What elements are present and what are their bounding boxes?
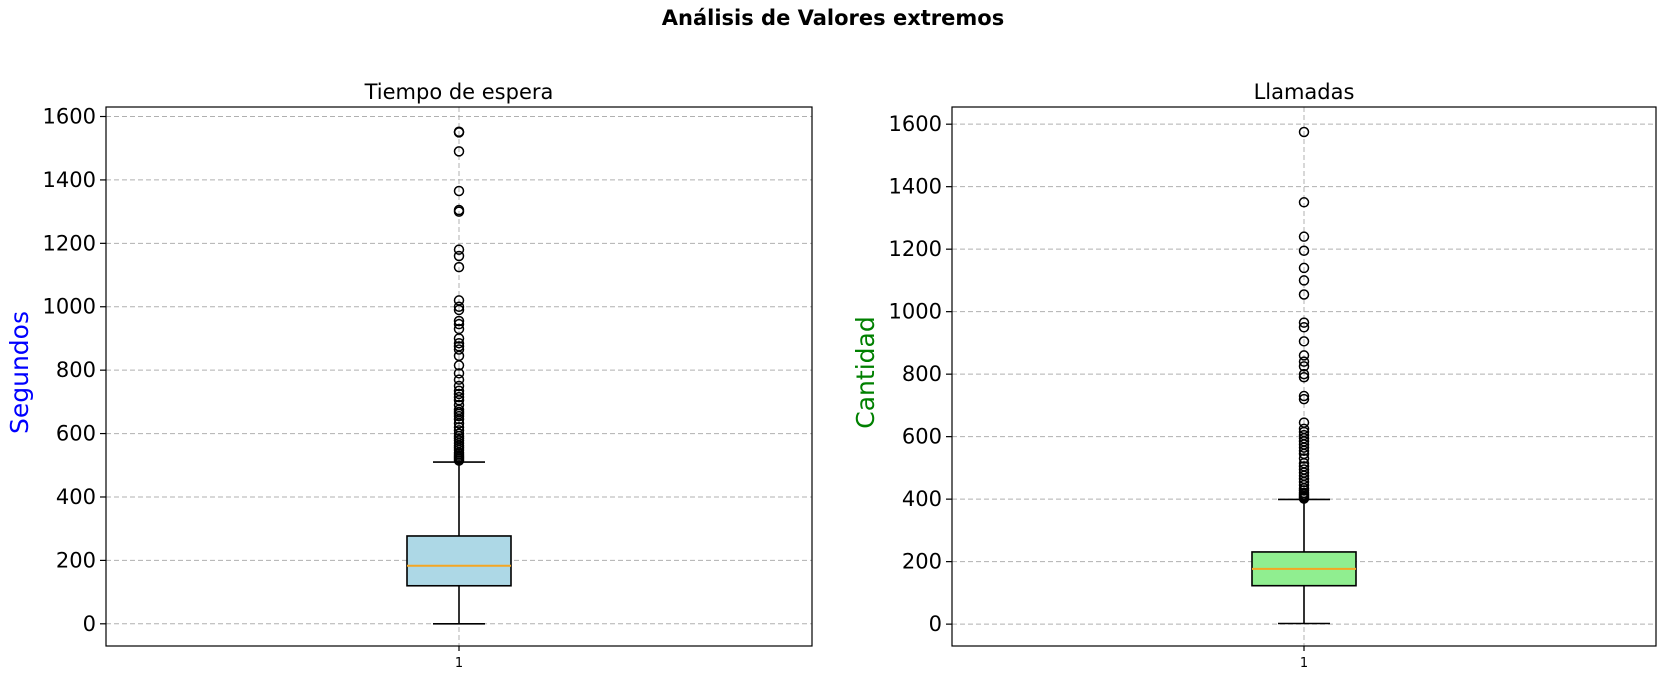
outlier-point	[453, 315, 465, 327]
y-tick-label: 1000	[889, 300, 942, 324]
y-tick-label: 800	[902, 362, 942, 386]
outlier-point	[1298, 453, 1310, 464]
outlier-point	[1298, 390, 1310, 402]
y-tick-label: 400	[902, 487, 942, 511]
outlier-point	[453, 341, 465, 352]
outlier-point	[453, 374, 465, 385]
outlier-point	[453, 185, 465, 197]
outlier-point	[453, 421, 465, 433]
outlier-point	[453, 301, 465, 312]
y-tick-label: 800	[56, 358, 96, 382]
outlier-point	[1298, 393, 1310, 405]
outlier-point	[1298, 372, 1310, 383]
iqr-box	[406, 535, 512, 587]
y-tick-label: 400	[56, 485, 96, 509]
y-tick-label: 1400	[889, 175, 942, 199]
chart-panel-1: 0 200 400 600 800 1000 1200 1400 1600 1 Tiempo de …	[5, 80, 813, 671]
outlier-point	[453, 146, 465, 157]
outlier-point	[453, 250, 465, 262]
outlier-point	[453, 323, 465, 335]
x-tick-label: 1	[455, 656, 463, 671]
y-tick-label: 1600	[889, 112, 942, 136]
outlier-point	[453, 344, 465, 355]
outlier-point	[1298, 464, 1310, 475]
outlier-point	[1298, 429, 1310, 441]
outlier-point	[1298, 275, 1310, 286]
outlier-point	[1298, 423, 1310, 435]
y-tick-label: 1400	[43, 168, 96, 192]
outlier-point	[453, 399, 465, 411]
y-tick-label: 1200	[889, 237, 942, 261]
outlier-point	[1298, 262, 1310, 274]
chart-panel-2: 0 200 400 600 800 1000 1200 1400 1600 1 Llamadas Ca…	[851, 80, 1657, 671]
axes-frame	[951, 106, 1657, 647]
outlier-point	[453, 204, 465, 216]
y-tick-label: 1200	[43, 231, 96, 255]
y-tick-label: 200	[902, 550, 942, 574]
outlier-point	[453, 337, 465, 349]
outlier-point	[453, 261, 465, 273]
y-tick-label: 1600	[43, 105, 96, 129]
outlier-point	[1298, 368, 1310, 380]
outlier-point	[1298, 361, 1310, 372]
outlier-point	[453, 391, 465, 403]
figure-title: Análisis de Valores extremos	[661, 6, 1005, 30]
outlier-point	[453, 244, 465, 255]
outlier-point	[1298, 417, 1310, 428]
outlier-point	[453, 385, 465, 397]
outlier-point	[1298, 350, 1310, 361]
outlier-point	[1298, 231, 1310, 242]
outlier-point	[453, 428, 465, 439]
outlier-point	[1298, 197, 1310, 208]
y-tick-label: 0	[83, 612, 96, 636]
y-tick-label: 600	[56, 422, 96, 446]
chart-title: Tiempo de espera	[364, 80, 554, 104]
outlier-point	[1298, 126, 1310, 138]
y-axis-label: Segundos	[5, 311, 34, 434]
x-tick-label: 1	[1300, 656, 1308, 671]
outlier-point	[1298, 317, 1310, 328]
outlier-point	[453, 295, 465, 306]
y-tick-label: 600	[902, 425, 942, 449]
outlier-point	[1298, 336, 1310, 347]
outlier-point	[1298, 322, 1310, 333]
outlier-point	[453, 368, 465, 379]
y-tick-label: 200	[56, 548, 96, 572]
outlier-point	[453, 380, 465, 392]
outlier-point	[453, 126, 465, 137]
outlier-point	[453, 388, 465, 400]
y-tick-label: 1000	[43, 295, 96, 319]
outlier-point	[1298, 289, 1310, 300]
outlier-point	[453, 318, 465, 330]
chart-title: Llamadas	[1254, 80, 1355, 104]
outlier-point	[1298, 245, 1310, 256]
axes-frame	[105, 106, 813, 647]
y-tick-label: 0	[929, 612, 942, 636]
outlier-point	[1298, 356, 1310, 367]
outlier-point	[1298, 461, 1310, 472]
y-axis-label: Cantidad	[851, 316, 880, 428]
outlier-point	[453, 425, 465, 436]
